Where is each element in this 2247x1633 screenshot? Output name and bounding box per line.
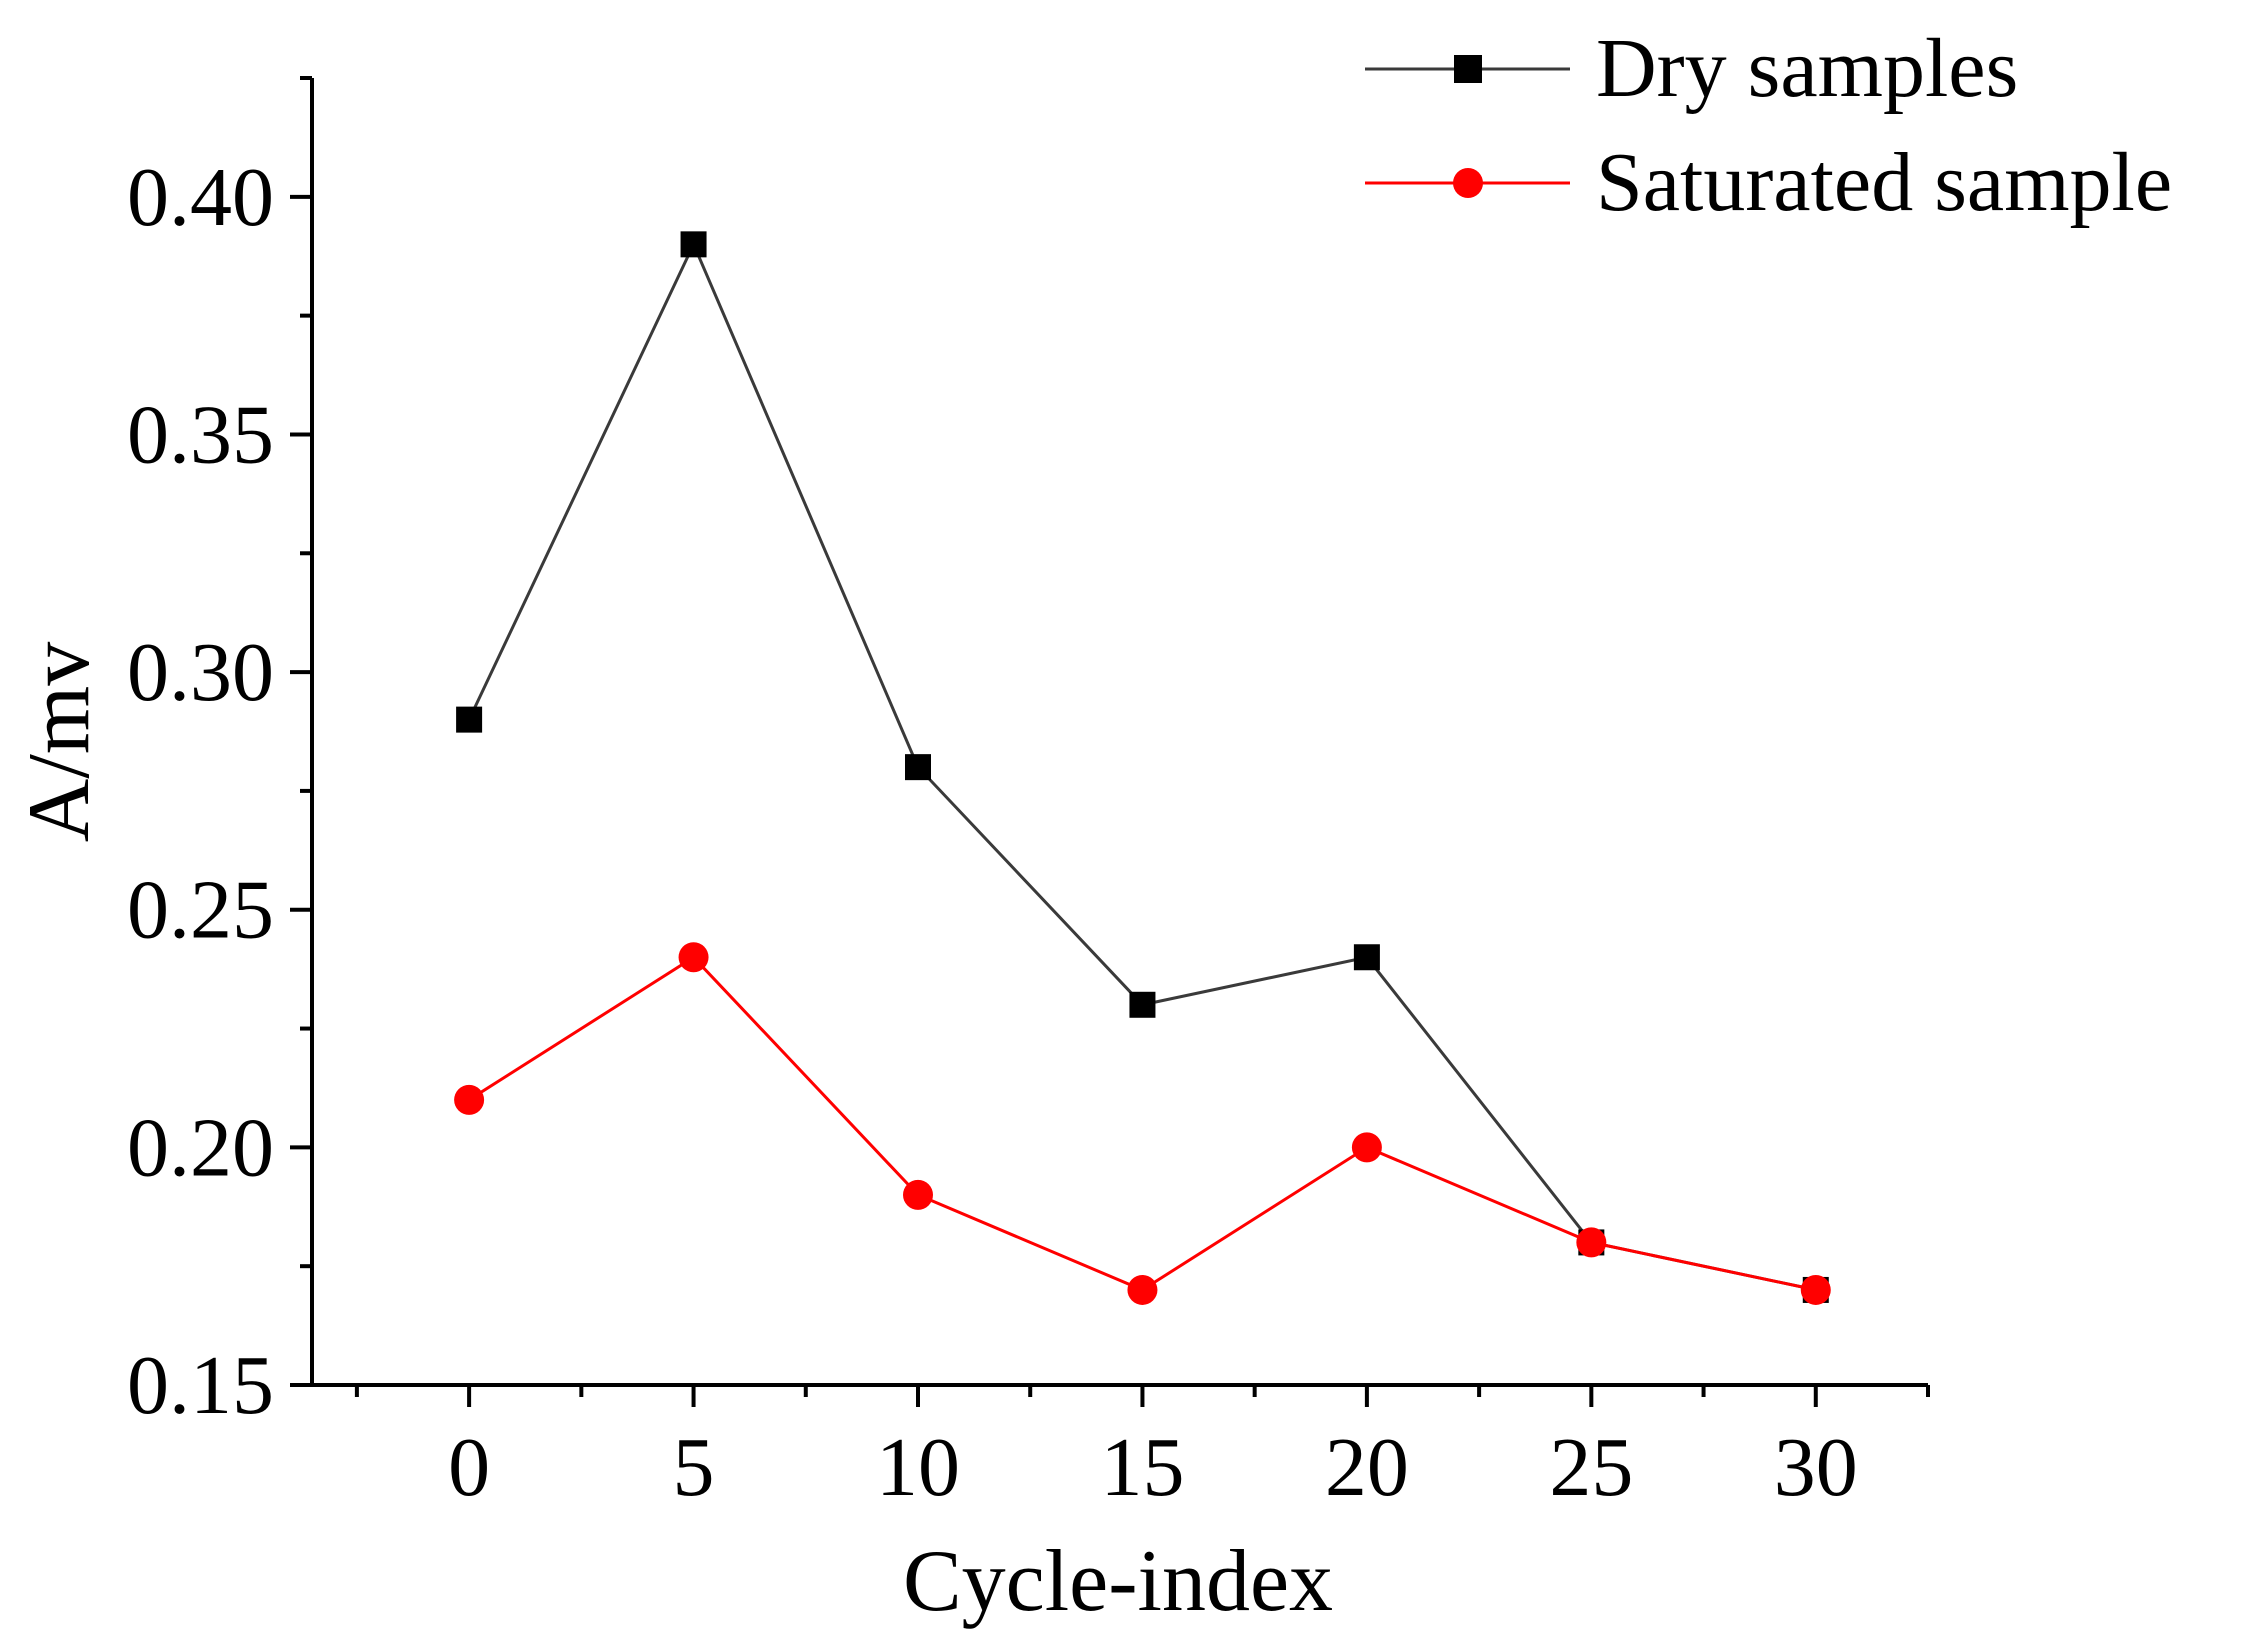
data-point-saturated bbox=[454, 1084, 485, 1115]
y-tick-label: 0.15 bbox=[127, 1339, 274, 1432]
x-axis-title: Cycle-index bbox=[903, 1533, 1333, 1630]
legend-marker-dry bbox=[1454, 55, 1482, 83]
y-axis-title: A/mv bbox=[11, 642, 108, 842]
data-point-saturated bbox=[1127, 1274, 1158, 1305]
legend-item-saturated: Saturated sample bbox=[1365, 136, 2172, 229]
tick-marks bbox=[290, 76, 1930, 1407]
x-tick-label: 25 bbox=[1549, 1421, 1633, 1514]
y-tick-label: 0.20 bbox=[127, 1101, 274, 1194]
data-point-saturated bbox=[903, 1179, 933, 1210]
data-point-saturated bbox=[678, 942, 709, 973]
data-point-saturated bbox=[1800, 1274, 1831, 1305]
x-tick-label: 5 bbox=[673, 1421, 715, 1514]
y-tick-label: 0.40 bbox=[127, 151, 274, 244]
x-tick-label: 30 bbox=[1774, 1421, 1858, 1514]
legend-label-dry: Dry samples bbox=[1596, 22, 2018, 115]
data-point-dry bbox=[456, 706, 483, 733]
data-point-dry bbox=[905, 754, 931, 781]
legend-marker-saturated bbox=[1453, 168, 1483, 198]
data-point-dry bbox=[1129, 991, 1156, 1018]
series-group bbox=[454, 231, 1831, 1305]
legend-label-saturated: Saturated sample bbox=[1596, 136, 2172, 229]
data-point-dry bbox=[680, 231, 707, 258]
y-tick-label: 0.25 bbox=[127, 864, 274, 957]
x-tick-label: 0 bbox=[448, 1421, 490, 1514]
data-point-dry bbox=[1353, 944, 1380, 971]
x-tick-label: 20 bbox=[1325, 1421, 1409, 1514]
x-tick-label: 10 bbox=[876, 1421, 960, 1514]
y-tick-label: 0.35 bbox=[127, 388, 274, 481]
y-tick-label: 0.30 bbox=[127, 626, 274, 719]
series-saturated bbox=[454, 942, 1831, 1305]
data-point-saturated bbox=[1351, 1132, 1382, 1163]
x-tick-labels: 0 5 10 15 20 25 30 bbox=[448, 1421, 1858, 1514]
x-tick-label: 15 bbox=[1100, 1421, 1184, 1514]
y-tick-labels: 0.15 0.20 0.25 0.30 0.35 0.40 bbox=[127, 151, 274, 1432]
legend-item-dry: Dry samples bbox=[1365, 22, 2018, 115]
data-point-saturated bbox=[1576, 1227, 1607, 1258]
legend: Dry samples Saturated sample bbox=[1365, 22, 2172, 229]
